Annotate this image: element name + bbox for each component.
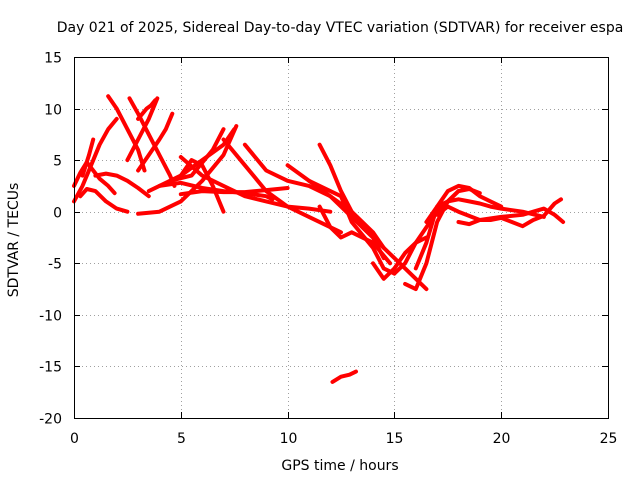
x-tick-label: 15 [386, 431, 404, 447]
series-track-27 [413, 183, 504, 271]
series-track-5 [93, 171, 151, 199]
series-track-9 [136, 98, 158, 121]
series-track-14 [168, 127, 226, 183]
y-axis-label: SDTVAR / TECUs [6, 183, 22, 298]
y-tick-label: 15 [44, 51, 62, 67]
y-tick-label: 0 [53, 206, 62, 222]
series-track-28 [424, 197, 546, 224]
series-track-4 [80, 137, 96, 178]
series-track-29 [435, 197, 563, 229]
series-track-1 [72, 116, 119, 204]
series-track-31 [330, 369, 358, 384]
series-track-23 [317, 204, 393, 266]
chart-title: Day 021 of 2025, Sidereal Day-to-day VTE… [57, 20, 624, 36]
x-tick-label: 25 [600, 431, 618, 447]
y-tick-label: -10 [39, 309, 62, 325]
plot-frame [74, 57, 609, 419]
x-axis-label: GPS time / hours [281, 458, 398, 474]
series-track-17 [178, 155, 333, 214]
x-tick-label: 10 [280, 431, 298, 447]
series-track-3 [78, 187, 130, 214]
data-traces [72, 94, 566, 384]
series-track-21 [307, 178, 397, 276]
series-track-22 [317, 142, 429, 292]
axis-ticks: 0 5 10 15 20 25 -20 -15 -10 -5 0 5 10 15 [39, 51, 617, 448]
y-tick-label: 10 [44, 103, 62, 119]
y-tick-label: -20 [39, 412, 62, 428]
x-tick-label: 5 [177, 431, 186, 447]
series-track-6 [106, 94, 147, 173]
series-track-30 [456, 206, 566, 227]
y-tick-label: -15 [39, 360, 62, 376]
y-tick-label: 5 [53, 154, 62, 170]
series-track-7 [125, 96, 160, 163]
series-track-19 [242, 142, 386, 250]
x-tick-label: 20 [493, 431, 511, 447]
series-track-2 [72, 160, 117, 196]
series-track-10 [136, 111, 175, 173]
y-tick-label: -5 [48, 257, 62, 273]
x-tick-label: 0 [70, 431, 79, 447]
